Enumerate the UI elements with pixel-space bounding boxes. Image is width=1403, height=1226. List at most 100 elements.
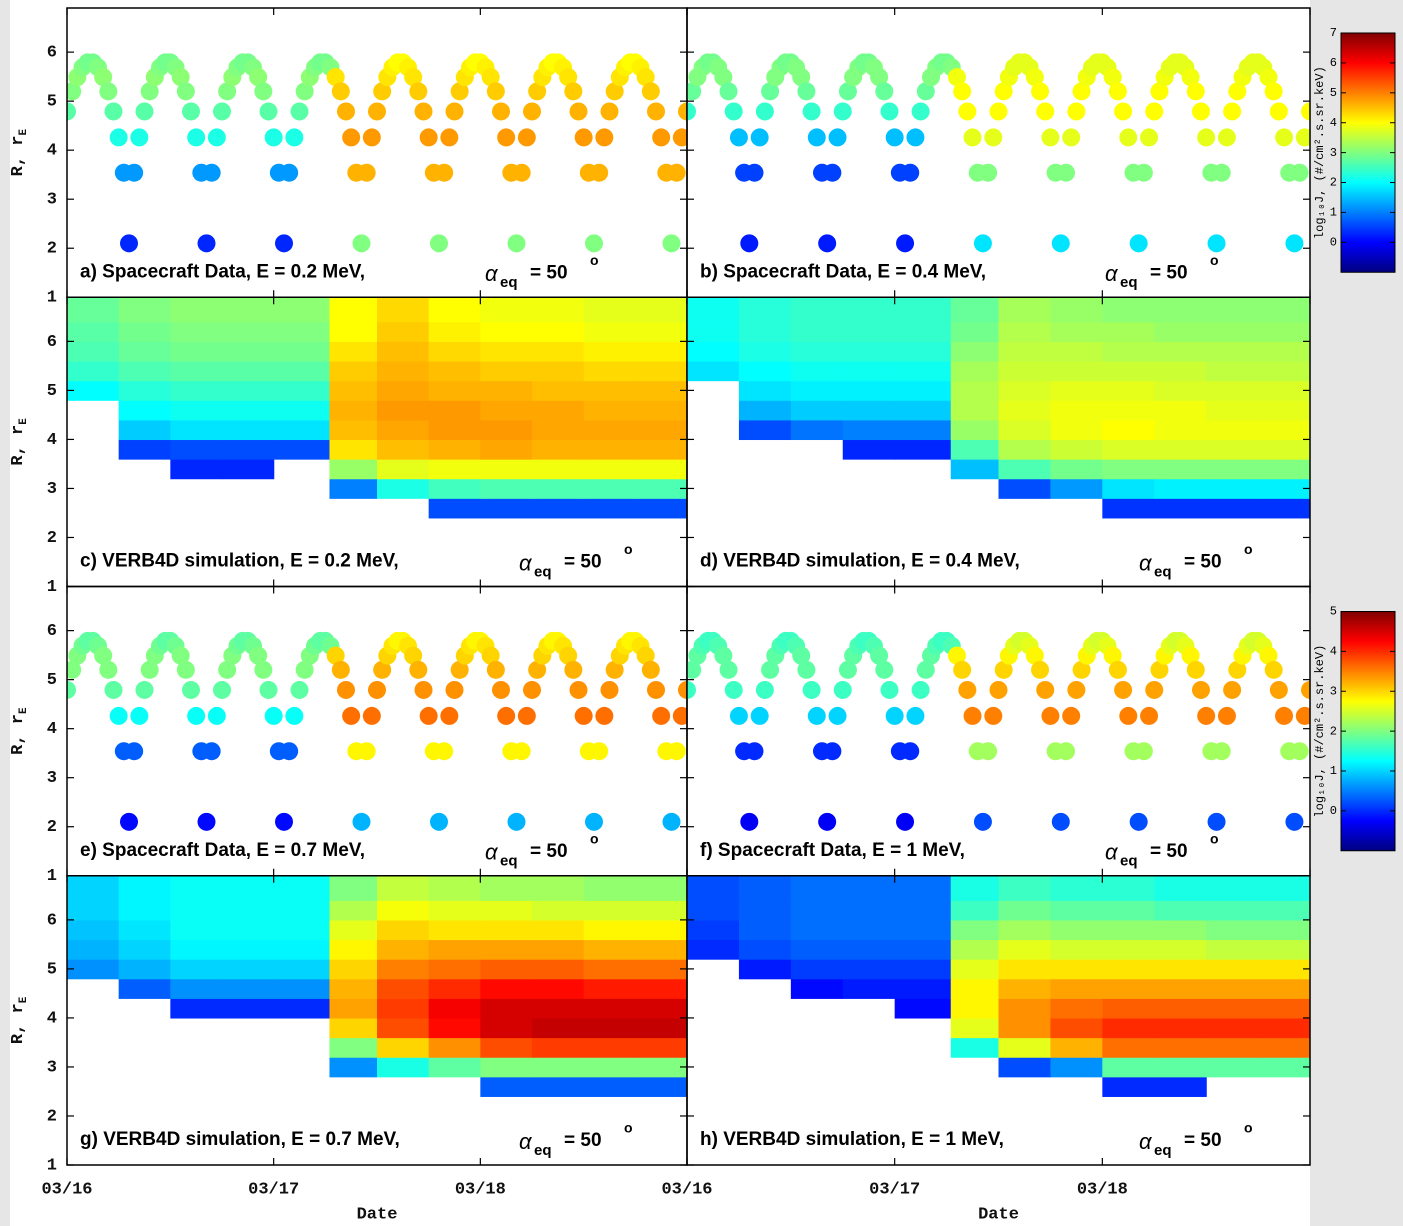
heatmap-cell [118, 439, 171, 460]
data-point [290, 102, 309, 121]
heatmap-cell [998, 959, 1052, 980]
y-tick-label: 6 [47, 622, 57, 641]
data-point [368, 680, 386, 699]
data-point [724, 102, 743, 121]
heatmap-cell [842, 380, 896, 401]
data-point [481, 68, 500, 87]
heatmap-cell [842, 321, 896, 342]
data-point [285, 128, 304, 147]
data-point [362, 706, 381, 725]
heatmap-cell [1258, 959, 1310, 980]
heatmap-cell [428, 380, 481, 401]
data-point [1228, 82, 1247, 101]
heatmap-cell [170, 297, 223, 323]
data-point [1145, 102, 1164, 121]
panel-title: a) Spacecraft Data, E = 0.2 MeV, [80, 261, 365, 282]
data-point [450, 660, 469, 679]
data-point [1217, 128, 1236, 147]
heatmap-cell [998, 919, 1052, 941]
data-point [1119, 128, 1138, 147]
data-point [947, 646, 966, 665]
y-tick-label: 2 [47, 529, 57, 548]
y-axis-label-main: R, r [9, 1003, 28, 1044]
heatmap-cell [377, 400, 430, 421]
heatmap-cell [170, 919, 223, 941]
data-point [120, 812, 138, 831]
heatmap-cell [1154, 1057, 1207, 1078]
heatmap-cell [583, 1057, 636, 1078]
data-point [523, 680, 541, 699]
colorbar-tick-label: 3 [1330, 146, 1337, 160]
heatmap-cell [1154, 998, 1207, 1019]
data-point [802, 102, 821, 121]
heatmap-cell [1050, 419, 1103, 441]
data-point [979, 742, 998, 761]
heatmap-cell [790, 900, 844, 921]
data-point [989, 680, 1008, 699]
x-axis-label: Date [978, 1205, 1019, 1224]
heatmap-cell [950, 459, 1000, 480]
heatmap-cell [894, 959, 952, 980]
heatmap-cell [532, 419, 585, 441]
data-point [331, 82, 350, 101]
alpha-symbol: α [1105, 261, 1119, 286]
y-tick-label: 3 [47, 191, 57, 210]
data-point [207, 128, 226, 147]
data-point [218, 660, 237, 679]
data-point [176, 82, 195, 101]
data-point [1301, 680, 1310, 699]
data-point [404, 646, 423, 665]
y-tick-label: 5 [47, 382, 57, 401]
data-point [337, 102, 355, 121]
heatmap-cell [329, 419, 378, 441]
data-point [357, 742, 376, 761]
data-point [182, 102, 200, 121]
heatmap-cell [329, 380, 378, 401]
heatmap-cell [329, 998, 378, 1019]
data-point [1150, 660, 1169, 679]
heatmap-cell [583, 341, 636, 362]
data-point [357, 163, 376, 182]
heatmap-cell [1050, 998, 1103, 1019]
data-point [1134, 742, 1153, 761]
heatmap-cell [950, 297, 1000, 323]
heatmap-cell [1154, 321, 1207, 342]
heatmap-cell [1206, 478, 1259, 499]
y-tick-label: 4 [47, 720, 57, 739]
data-point [486, 82, 505, 101]
colorbar-tick-label: 6 [1330, 56, 1337, 70]
y-tick-label: 6 [47, 911, 57, 930]
y-tick-label: 1 [47, 1156, 57, 1175]
data-point [1191, 680, 1210, 699]
heatmap-cell [329, 321, 378, 342]
heatmap-cell [273, 400, 331, 421]
data-point [1217, 706, 1236, 725]
data-point [687, 102, 696, 121]
heatmap-cell [480, 439, 533, 460]
data-point [605, 660, 624, 679]
y-tick-label: 3 [47, 1058, 57, 1077]
data-point [1259, 646, 1278, 665]
data-point [352, 812, 371, 831]
heatmap-cell [583, 478, 636, 499]
data-point [953, 660, 972, 679]
heatmap-cell [894, 360, 952, 382]
data-point [1036, 680, 1055, 699]
heatmap-cell [1102, 1057, 1155, 1078]
heatmap-cell [1050, 297, 1103, 323]
heatmap-cell [1258, 919, 1310, 941]
heatmap-cell [428, 419, 481, 441]
data-point [135, 680, 154, 699]
data-point [1134, 163, 1153, 182]
data-point [885, 128, 904, 147]
data-point [667, 163, 686, 182]
data-point [197, 234, 216, 253]
heatmap-cell [687, 900, 740, 921]
heatmap-cell [1258, 1057, 1310, 1078]
colorbar-label: log₁₀J, (#/cm².s.sr.keV) [1313, 66, 1327, 239]
data-point [687, 82, 702, 101]
data-point [792, 646, 811, 665]
heatmap-cell [1258, 998, 1310, 1019]
heatmap-cell [377, 1037, 430, 1058]
heatmap-cell [532, 439, 585, 460]
